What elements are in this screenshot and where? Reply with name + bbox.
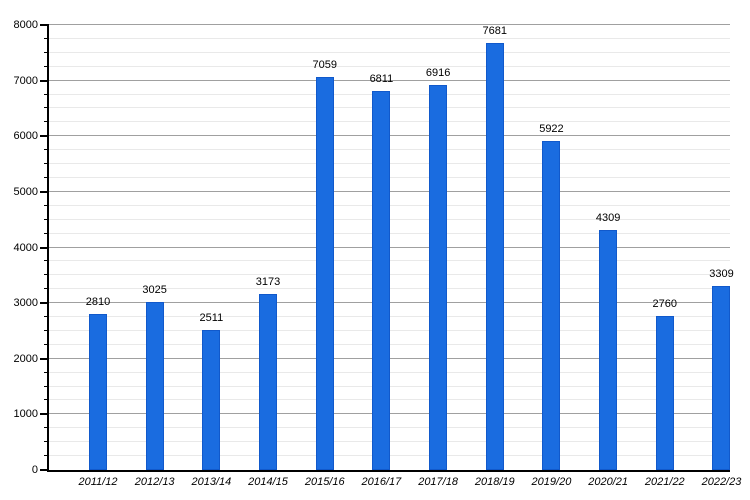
gridline-minor <box>49 37 730 39</box>
x-tick-label: 2011/12 <box>78 476 118 488</box>
gridline-minor <box>49 51 730 53</box>
bar-value-label: 3309 <box>709 267 734 280</box>
bar-value-label: 3025 <box>142 283 167 296</box>
y-axis-minor-tick <box>44 51 49 53</box>
x-tick-label: 2012/13 <box>134 476 175 488</box>
x-tick-label: 2019/20 <box>531 476 572 488</box>
bar-value-label: 6811 <box>369 73 394 86</box>
bar-value-label: 2760 <box>652 298 678 311</box>
y-axis-major-tick <box>40 469 49 471</box>
y-axis-minor-tick <box>44 455 49 457</box>
y-axis-major-tick <box>40 135 49 138</box>
x-tick-label: 2018/19 <box>474 476 515 488</box>
y-tick-label: 6000 <box>13 130 38 143</box>
bar-value-label: 7059 <box>312 59 337 72</box>
bar <box>485 42 504 470</box>
y-axis-major-tick <box>40 79 49 82</box>
bar-value-label: 7681 <box>482 24 507 37</box>
bar-value-label: 6916 <box>425 67 451 80</box>
y-tick-label: 4000 <box>13 241 38 254</box>
y-axis-minor-tick <box>44 329 49 331</box>
x-tick-label: 2014/15 <box>248 476 288 488</box>
bar-value-label: 2511 <box>199 312 224 325</box>
bar <box>542 140 561 470</box>
bar <box>145 301 164 470</box>
gridline-minor <box>49 65 730 67</box>
y-axis-major-tick <box>40 302 49 305</box>
y-axis-major-tick <box>40 24 49 26</box>
y-tick-label: 8000 <box>13 19 38 31</box>
bar-value-label: 5922 <box>539 122 564 135</box>
bar <box>372 91 391 470</box>
bar <box>315 77 334 470</box>
bar <box>259 293 278 470</box>
x-tick-label: 2021/22 <box>644 476 685 488</box>
y-axis-minor-tick <box>44 65 49 67</box>
y-axis-major-tick <box>40 190 49 193</box>
y-axis-minor-tick <box>44 427 49 429</box>
y-axis-major-tick <box>40 357 49 360</box>
y-axis-minor-tick <box>44 93 49 95</box>
x-tick-label: 2020/21 <box>588 476 628 488</box>
x-tick-label: 2016/17 <box>361 476 402 488</box>
bar <box>712 285 731 470</box>
bar <box>655 316 674 470</box>
y-axis-minor-tick <box>44 371 49 373</box>
bar-value-label: 4309 <box>595 212 621 225</box>
y-axis-minor-tick <box>44 274 49 276</box>
x-tick-label: 2015/16 <box>304 476 345 488</box>
bar <box>429 85 448 470</box>
y-axis-minor-tick <box>44 441 49 443</box>
y-tick-label: 0 <box>31 464 38 476</box>
y-axis-major-tick <box>40 413 49 416</box>
x-tick-label: 2013/14 <box>191 476 232 488</box>
bar-value-label: 2810 <box>85 295 111 308</box>
y-axis-minor-tick <box>44 288 49 290</box>
y-axis-minor-tick <box>44 232 49 234</box>
bar <box>89 313 107 470</box>
bar <box>599 230 618 470</box>
bar <box>202 330 221 470</box>
bar-value-label: 3173 <box>255 275 281 288</box>
y-axis-minor-tick <box>44 399 49 401</box>
x-tick-label: 2022/23 <box>701 476 742 488</box>
y-axis-minor-tick <box>44 204 49 206</box>
y-axis-minor-tick <box>44 260 49 262</box>
y-axis-minor-tick <box>44 316 49 318</box>
y-axis-major-tick <box>40 246 49 249</box>
y-axis-minor-tick <box>44 343 49 345</box>
y-tick-label: 5000 <box>13 185 38 198</box>
y-tick-label: 2000 <box>13 352 38 365</box>
y-axis-minor-tick <box>44 385 49 387</box>
gridline-major <box>49 79 730 81</box>
y-axis-minor-tick <box>44 149 49 151</box>
y-tick-label: 1000 <box>13 408 38 421</box>
y-tick-label: 7000 <box>13 74 38 87</box>
plot-area: 2810 2011/12 3025 2012/13 2511 2013/14 3173 201… <box>40 24 741 488</box>
x-tick-label: 2017/18 <box>418 476 458 488</box>
y-axis-minor-tick <box>44 163 49 165</box>
y-axis-minor-tick <box>44 176 49 178</box>
gridline-major <box>49 24 730 25</box>
y-axis-minor-tick <box>44 218 49 220</box>
y-axis-minor-tick <box>44 107 49 109</box>
y-tick-label: 3000 <box>13 297 38 310</box>
y-axis-minor-tick <box>44 37 49 39</box>
y-axis-minor-tick <box>44 121 49 123</box>
